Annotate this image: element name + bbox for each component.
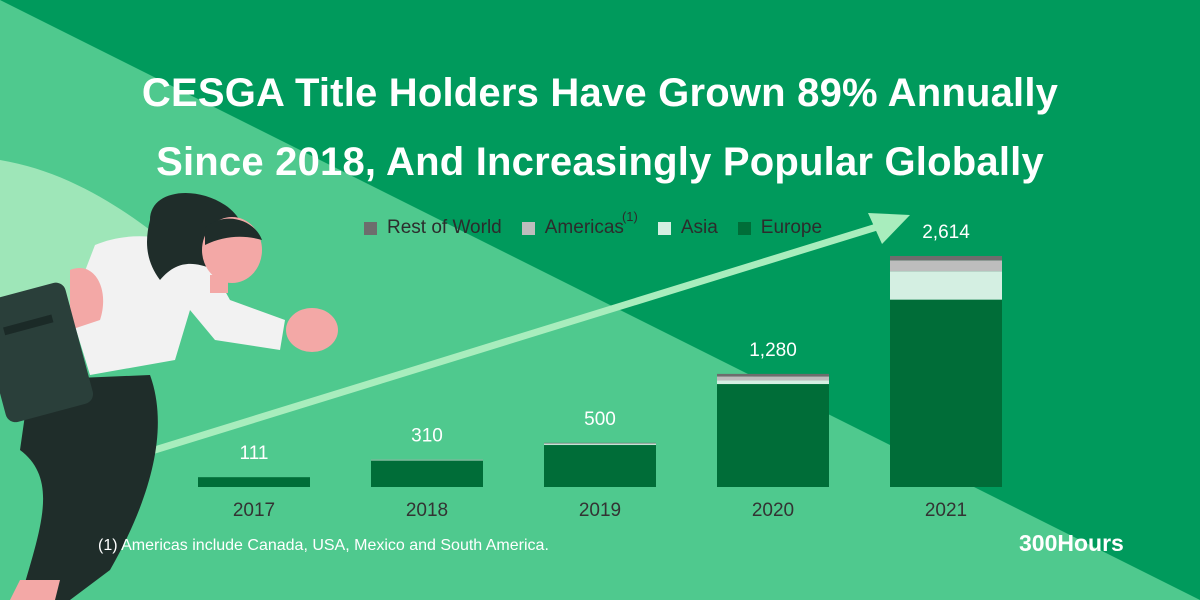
bar-2019-americas bbox=[544, 443, 656, 445]
x-tick-label-2021: 2021 bbox=[925, 500, 967, 521]
legend-footnote-marker: (1) bbox=[621, 208, 638, 224]
legend-label-rest-of-world: Rest of World bbox=[387, 217, 502, 238]
bar-2020-asia bbox=[717, 380, 829, 385]
bar-2021-rest-of-world bbox=[890, 256, 1002, 261]
legend-swatch-europe bbox=[737, 221, 751, 235]
total-label-2020: 1,280 bbox=[749, 340, 797, 361]
legend-label-europe: Europe bbox=[760, 217, 823, 238]
bar-2021-europe bbox=[890, 299, 1002, 487]
legend-item-rest-of-world: Rest of World bbox=[364, 217, 502, 239]
bar-2018-europe bbox=[371, 460, 483, 487]
bar-2017-europe bbox=[198, 477, 310, 487]
bar-2021-americas bbox=[890, 260, 1002, 272]
x-tick-label-2018: 2018 bbox=[406, 500, 448, 521]
legend-swatch-americas bbox=[521, 221, 535, 235]
x-tick-label-2020: 2020 bbox=[752, 500, 794, 521]
growth-arrow-head bbox=[868, 213, 910, 244]
legend-swatch-asia bbox=[657, 221, 671, 235]
bar-2020-rest-of-world bbox=[717, 373, 829, 377]
total-label-2019: 500 bbox=[584, 409, 616, 430]
businesswoman-illustration bbox=[0, 193, 338, 600]
legend-item-europe: Europe bbox=[737, 217, 823, 239]
total-label-2017: 111 bbox=[240, 443, 269, 464]
legend-item-asia: Asia bbox=[657, 217, 718, 239]
footnote: (1) Americas include Canada, USA, Mexico… bbox=[98, 537, 549, 554]
growth-arrow-line bbox=[86, 222, 884, 474]
legend-swatch-rest-of-world bbox=[364, 221, 377, 235]
chart-title-line-1: CESGA Title Holders Have Grown 89% Annua… bbox=[141, 71, 1059, 115]
x-tick-label-2019: 2019 bbox=[579, 500, 621, 521]
bar-2019-europe bbox=[544, 445, 656, 487]
brand-logo-text: 300Hours bbox=[1019, 530, 1124, 556]
total-label-2021: 2,614 bbox=[922, 222, 970, 243]
bar-2020-americas bbox=[717, 376, 829, 381]
bar-2019-asia bbox=[544, 444, 656, 446]
legend: Rest of World Americas (1) Asia Europe bbox=[364, 209, 842, 241]
chart-title-line-2: Since 2018, And Increasingly Popular Glo… bbox=[156, 140, 1044, 184]
x-tick-label-2017: 2017 bbox=[233, 500, 275, 521]
legend-label-americas: Americas bbox=[544, 217, 624, 238]
legend-item-americas: Americas (1) bbox=[521, 209, 638, 239]
bar-2021-asia bbox=[890, 271, 1002, 300]
total-label-2018: 310 bbox=[411, 426, 443, 447]
legend-label-asia: Asia bbox=[680, 217, 718, 238]
bar-2020-europe bbox=[717, 384, 829, 487]
